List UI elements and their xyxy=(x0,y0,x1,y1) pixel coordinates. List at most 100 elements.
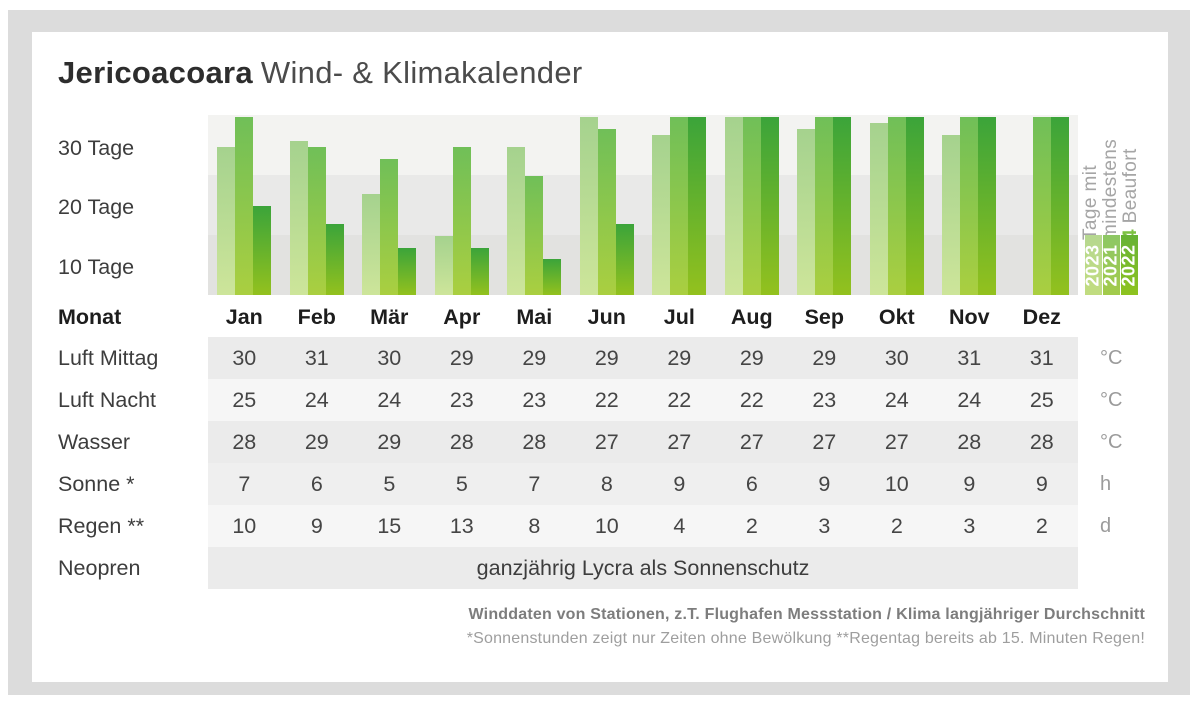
cell-Regen **-Jul: 4 xyxy=(673,514,686,538)
cell-Luft Nacht-Mai: 23 xyxy=(522,388,547,412)
row-label-Wasser: Wasser xyxy=(58,430,131,454)
wind-bar-2021-Aug xyxy=(742,117,761,295)
wind-bar-2023-Apr xyxy=(434,235,453,295)
cell-Wasser-Dez: 28 xyxy=(1029,430,1054,454)
cell-Luft Mittag-Jan: 30 xyxy=(232,346,257,370)
cell-Luft Nacht-Feb: 24 xyxy=(304,388,329,412)
y-tick-20-tage: 20 Tage xyxy=(58,195,135,219)
month-header-Okt: Okt xyxy=(878,305,915,329)
wind-bar-2022-Jan xyxy=(253,206,272,295)
cell-Regen **-Dez: 2 xyxy=(1035,514,1048,538)
wind-bar-2021-Jun xyxy=(597,128,616,295)
legend-year-2023: 2023 xyxy=(1083,235,1103,295)
cell-Sonne *-Mai: 7 xyxy=(528,472,541,496)
wind-bar-2023-Mär xyxy=(362,194,381,295)
wind-bar-2023-Nov xyxy=(942,134,961,295)
cell-Wasser-Mär: 29 xyxy=(377,430,402,454)
row-label-Luft Mittag: Luft Mittag xyxy=(58,346,159,370)
legend-line-1: Tage mit xyxy=(1080,164,1101,240)
climate-calendar-card: Jericoacoara Wind- & Klimakalender 30 Tag… xyxy=(32,32,1168,682)
cell-Sonne *-Aug: 6 xyxy=(745,472,758,496)
cell-Sonne *-Dez: 9 xyxy=(1035,472,1048,496)
unit-Regen **: d xyxy=(1100,515,1112,537)
grid-band-10 xyxy=(208,235,1078,295)
cell-Sonne *-Apr: 5 xyxy=(455,472,468,496)
wind-bar-2022-Sep xyxy=(833,117,852,295)
wind-bar-2022-Apr xyxy=(470,247,489,295)
legend-line-3: 4 Beaufort xyxy=(1120,109,1141,240)
legend-beaufort-word: Beaufort xyxy=(1120,148,1141,230)
cell-Wasser-Mai: 28 xyxy=(522,430,547,454)
month-header-label: Monat xyxy=(58,305,122,329)
wind-bar-2023-Aug xyxy=(724,117,743,295)
cell-Wasser-Feb: 29 xyxy=(304,430,329,454)
cell-Sonne *-Sep: 9 xyxy=(818,472,831,496)
cell-Luft Nacht-Jul: 22 xyxy=(667,388,692,412)
wind-bar-2021-Okt xyxy=(887,117,906,295)
month-header-Jan: Jan xyxy=(225,305,263,329)
cell-Luft Mittag-Sep: 29 xyxy=(812,346,837,370)
wind-bar-2022-Jul xyxy=(688,117,707,295)
table-row-band-Luft Nacht xyxy=(208,379,1078,421)
cell-Luft Nacht-Jun: 22 xyxy=(594,388,619,412)
month-header-Mai: Mai xyxy=(516,305,553,329)
cell-Luft Nacht-Aug: 22 xyxy=(739,388,764,412)
row-label-Regen **: Regen ** xyxy=(58,514,145,538)
legend-year-2022: 2022 xyxy=(1119,235,1139,295)
month-header-Jun: Jun xyxy=(587,305,626,329)
unit-Luft Nacht: °C xyxy=(1100,389,1123,411)
wind-bar-2021-Jan xyxy=(235,117,254,295)
month-header-Dez: Dez xyxy=(1022,305,1061,329)
table-row-band-Regen ** xyxy=(208,505,1078,547)
cell-Luft Nacht-Jan: 25 xyxy=(232,388,257,412)
month-header-Apr: Apr xyxy=(443,305,481,329)
grid-band-30 xyxy=(208,115,1078,175)
table-row-band-Neopren xyxy=(208,547,1078,589)
cell-Regen **-Mär: 15 xyxy=(377,514,402,538)
table-row-band-Sonne * xyxy=(208,463,1078,505)
grid-band-20 xyxy=(208,175,1078,235)
cell-Luft Mittag-Apr: 29 xyxy=(449,346,474,370)
wind-bar-2021-Feb xyxy=(307,146,326,295)
cell-Regen **-Okt: 2 xyxy=(890,514,903,538)
unit-Wasser: °C xyxy=(1100,431,1123,453)
wind-bar-2023-Jun xyxy=(579,117,598,295)
footer-source-line: Winddaten von Stationen, z.T. Flughafen … xyxy=(468,606,1145,623)
cell-Regen **-Jun: 10 xyxy=(594,514,619,538)
month-header-Sep: Sep xyxy=(804,305,845,329)
cell-Wasser-Apr: 28 xyxy=(449,430,474,454)
wind-bar-2022-Dez xyxy=(1050,117,1069,295)
wind-bar-2023-Sep xyxy=(797,128,816,295)
cell-Sonne *-Jun: 8 xyxy=(600,472,613,496)
cell-Luft Mittag-Mär: 30 xyxy=(377,346,402,370)
row-label-Sonne *: Sonne * xyxy=(58,472,135,496)
wind-bar-2023-Jan xyxy=(217,146,236,295)
table-row-band-Wasser xyxy=(208,421,1078,463)
cell-Wasser-Jul: 27 xyxy=(667,430,692,454)
month-header-Mär: Mär xyxy=(370,305,409,329)
legend-line-2: mindestens xyxy=(1100,138,1121,240)
footer: Winddaten von Stationen, z.T. Flughafen … xyxy=(467,606,1145,648)
wind-bar-2022-Mai xyxy=(543,259,562,295)
wind-bar-2023-Feb xyxy=(289,140,308,295)
cell-Luft Mittag-Jun: 29 xyxy=(594,346,619,370)
cell-Sonne *-Nov: 9 xyxy=(963,472,976,496)
month-header-Nov: Nov xyxy=(948,305,990,329)
cell-Wasser-Jun: 27 xyxy=(594,430,619,454)
cell-Luft Mittag-Feb: 31 xyxy=(304,346,329,370)
wind-bar-2022-Feb xyxy=(325,223,344,295)
cell-Luft Mittag-Okt: 30 xyxy=(884,346,909,370)
wind-bar-2022-Nov xyxy=(978,117,997,295)
month-header-Aug: Aug xyxy=(730,305,773,329)
wind-bar-2022-Mär xyxy=(398,247,417,295)
wind-bar-2023-Mai xyxy=(507,146,526,295)
row-label-Neopren: Neopren xyxy=(58,556,141,580)
cell-Sonne *-Jan: 7 xyxy=(238,472,251,496)
cell-Sonne *-Okt: 10 xyxy=(884,472,909,496)
wind-bar-2022-Aug xyxy=(760,117,779,295)
cell-Wasser-Okt: 27 xyxy=(884,430,909,454)
cell-Luft Mittag-Dez: 31 xyxy=(1029,346,1054,370)
month-header-Feb: Feb xyxy=(297,305,336,329)
neopren-span-text: ganzjährig Lycra als Sonnenschutz xyxy=(476,556,810,580)
wind-bar-2021-Mai xyxy=(525,176,544,295)
